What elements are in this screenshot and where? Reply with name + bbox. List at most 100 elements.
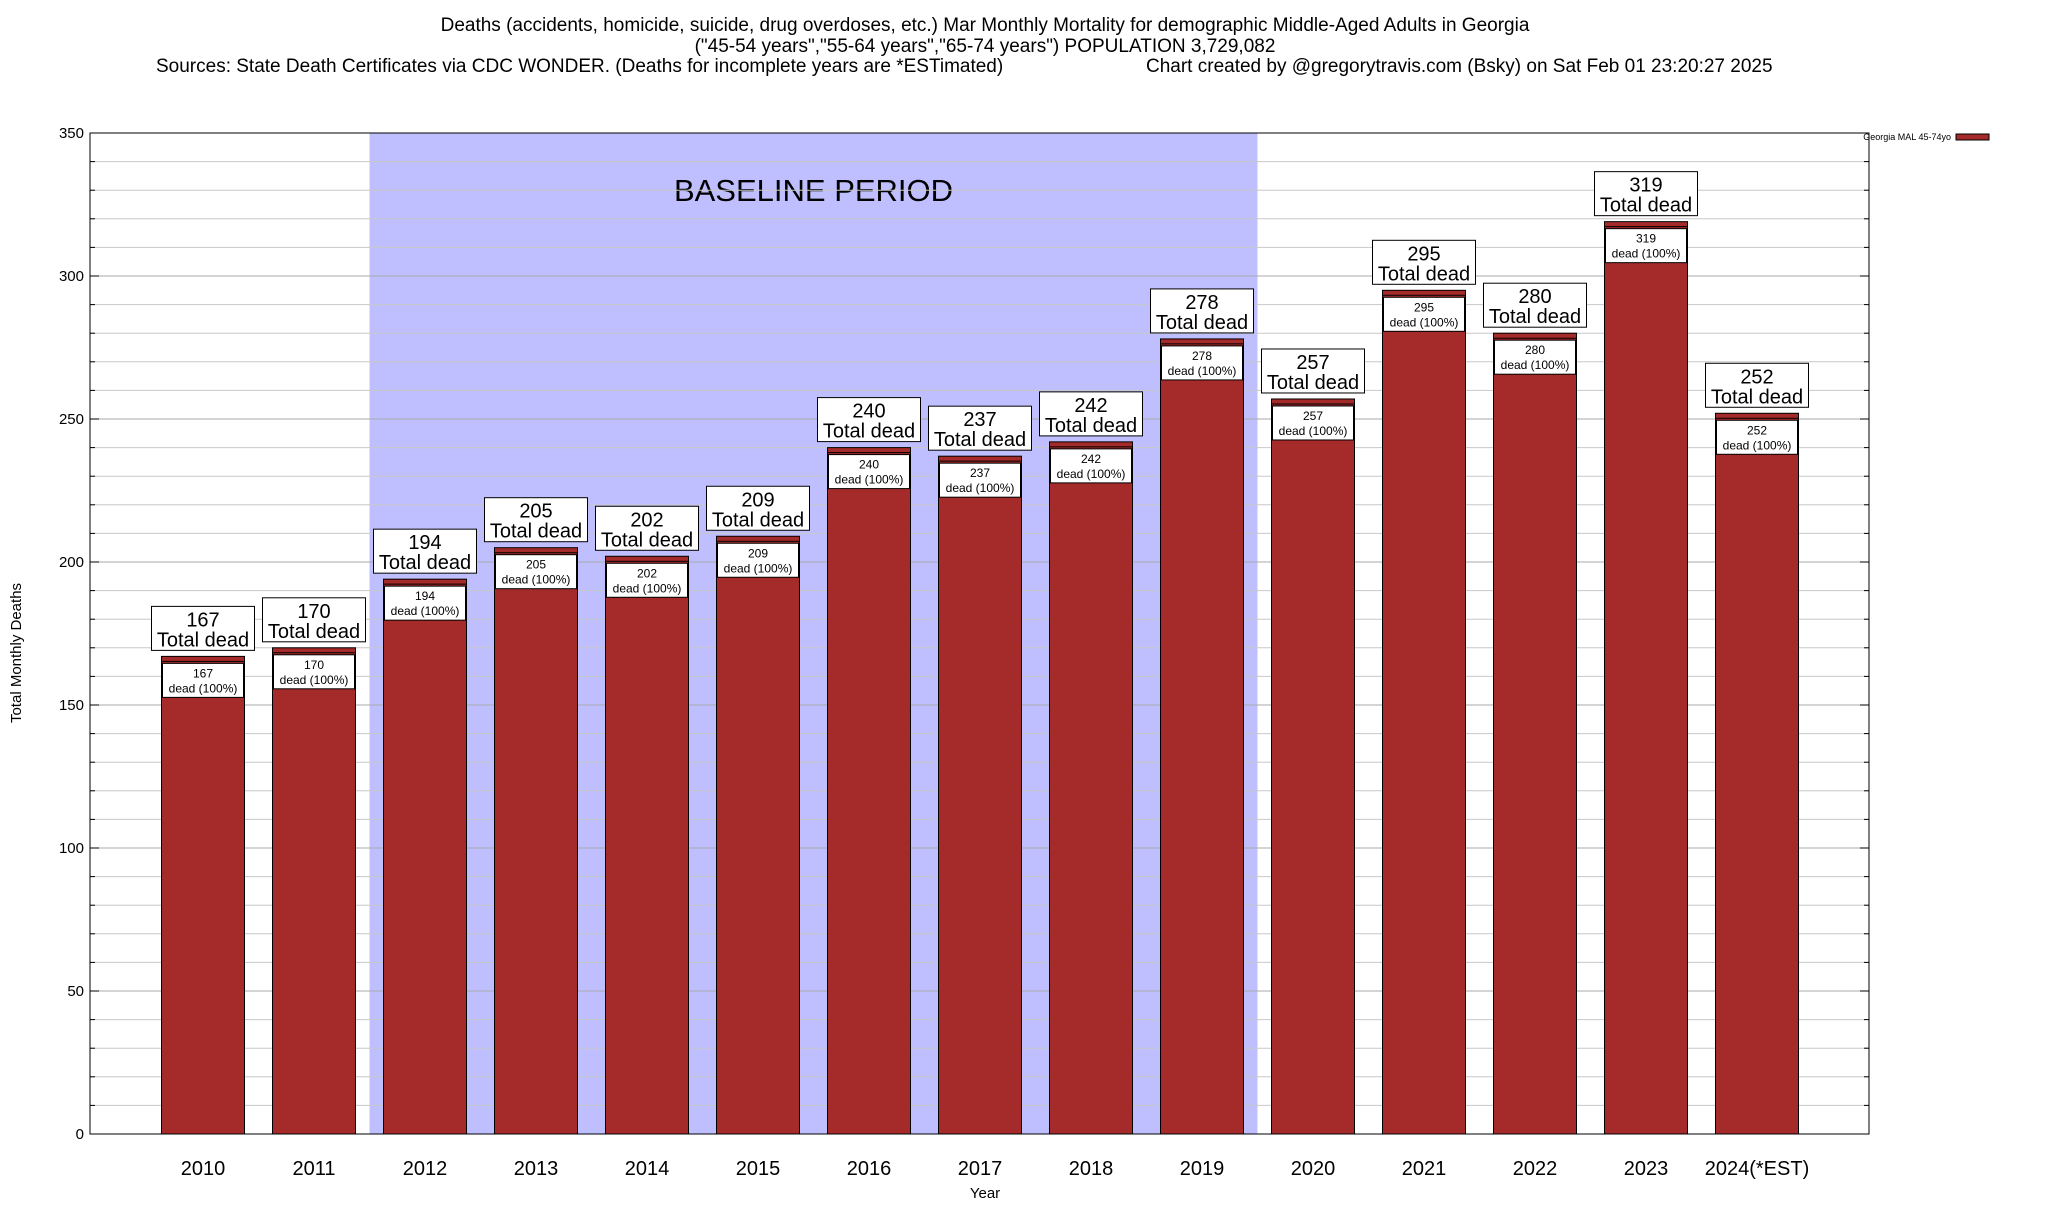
inner-label-box [717,542,799,578]
inner-percent-label: dead (100%) [835,473,904,487]
inner-value-label: 170 [304,658,324,672]
inner-label-box [606,562,688,598]
legend-label: Georgia MAL 45-74yo [1863,132,1951,142]
plot-frame [89,132,1870,1135]
total-label-box [151,605,255,651]
inner-percent-label: dead (100%) [502,573,571,587]
total-value-label: 205 [519,501,552,523]
total-text-label: Total dead [1489,306,1581,328]
total-text-label: Total dead [823,421,915,443]
inner-label-box [384,585,466,621]
x-tick-label: 2021 [1402,1158,1447,1180]
x-tick-label: 2010 [181,1158,226,1180]
inner-value-label: 252 [1747,423,1767,437]
bar [161,655,245,1135]
x-tick-label: 2020 [1291,1158,1336,1180]
total-text-label: Total dead [268,621,360,643]
total-value-label: 202 [630,509,663,531]
total-label-box [262,597,366,643]
y-tick-label: 300 [59,268,84,285]
bar [1604,221,1688,1135]
inner-label-box [1716,419,1798,455]
inner-value-label: 295 [1414,300,1434,314]
bar [1271,398,1355,1135]
total-label-box [1039,391,1143,437]
total-value-label: 278 [1185,292,1218,314]
inner-percent-label: dead (100%) [1279,424,1348,438]
y-axis-label: Total Monthly Deaths [8,583,25,723]
total-text-label: Total dead [1267,372,1359,394]
y-tick-label: 250 [59,411,84,428]
total-text-label: Total dead [712,509,804,531]
total-text-label: Total dead [1600,195,1692,217]
inner-percent-label: dead (100%) [1057,467,1126,481]
bar [272,647,356,1135]
total-value-label: 257 [1296,352,1329,374]
total-text-label: Total dead [1045,415,1137,437]
inner-value-label: 237 [970,466,990,480]
x-tick-label: 2015 [736,1158,781,1180]
inner-percent-label: dead (100%) [280,673,349,687]
inner-value-label: 242 [1081,452,1101,466]
total-text-label: Total dead [490,521,582,543]
total-label-box [928,405,1032,451]
inner-label-box [1605,228,1687,264]
inner-percent-label: dead (100%) [724,561,793,575]
legend-swatch [1955,133,1990,141]
total-value-label: 170 [297,601,330,623]
inner-percent-label: dead (100%) [1390,315,1459,329]
total-text-label: Total dead [934,429,1026,451]
bar [827,447,911,1135]
chart-title-line1: Deaths (accidents, homicide, suicide, dr… [441,15,1530,36]
y-tick-label: 100 [59,840,84,857]
bar [1382,289,1466,1135]
bar [1493,332,1577,1135]
inner-label-box [1494,339,1576,375]
x-tick-label: 2022 [1513,1158,1558,1180]
total-label-box [595,505,699,551]
chart-title-line2: ("45-54 years","55-64 years","65-74 year… [695,36,1276,57]
inner-percent-label: dead (100%) [1612,247,1681,261]
total-text-label: Total dead [1378,263,1470,285]
inner-label-box [162,662,244,698]
x-tick-label: 2013 [514,1158,559,1180]
x-tick-label: 2023 [1624,1158,1669,1180]
x-tick-label: 2014 [625,1158,670,1180]
total-label-box [1594,171,1698,217]
total-text-label: Total dead [601,529,693,551]
inner-percent-label: dead (100%) [946,481,1015,495]
total-value-label: 242 [1074,395,1107,417]
y-tick-label: 0 [76,1126,84,1143]
x-tick-label: 2019 [1180,1158,1225,1180]
inner-label-box [1383,296,1465,332]
total-value-label: 237 [963,409,996,431]
total-value-label: 167 [186,609,219,631]
total-text-label: Total dead [1711,386,1803,408]
total-label-box [817,397,921,443]
inner-percent-label: dead (100%) [1168,364,1237,378]
x-tick-label: 2018 [1069,1158,1114,1180]
axis-ticks: 0 50 100 150 200 250 300 350 2010 2011 2012 2013 201… [59,125,1869,1180]
inner-percent-label: dead (100%) [613,581,682,595]
y-tick-label: 200 [59,554,84,571]
inner-percent-label: dead (100%) [391,604,460,618]
inner-label-box [273,654,355,690]
inner-value-label: 194 [415,589,435,603]
total-label-box [1372,239,1476,285]
total-label-box [1483,282,1587,328]
y-tick-label: 50 [67,983,84,1000]
total-label-box [1150,288,1254,334]
